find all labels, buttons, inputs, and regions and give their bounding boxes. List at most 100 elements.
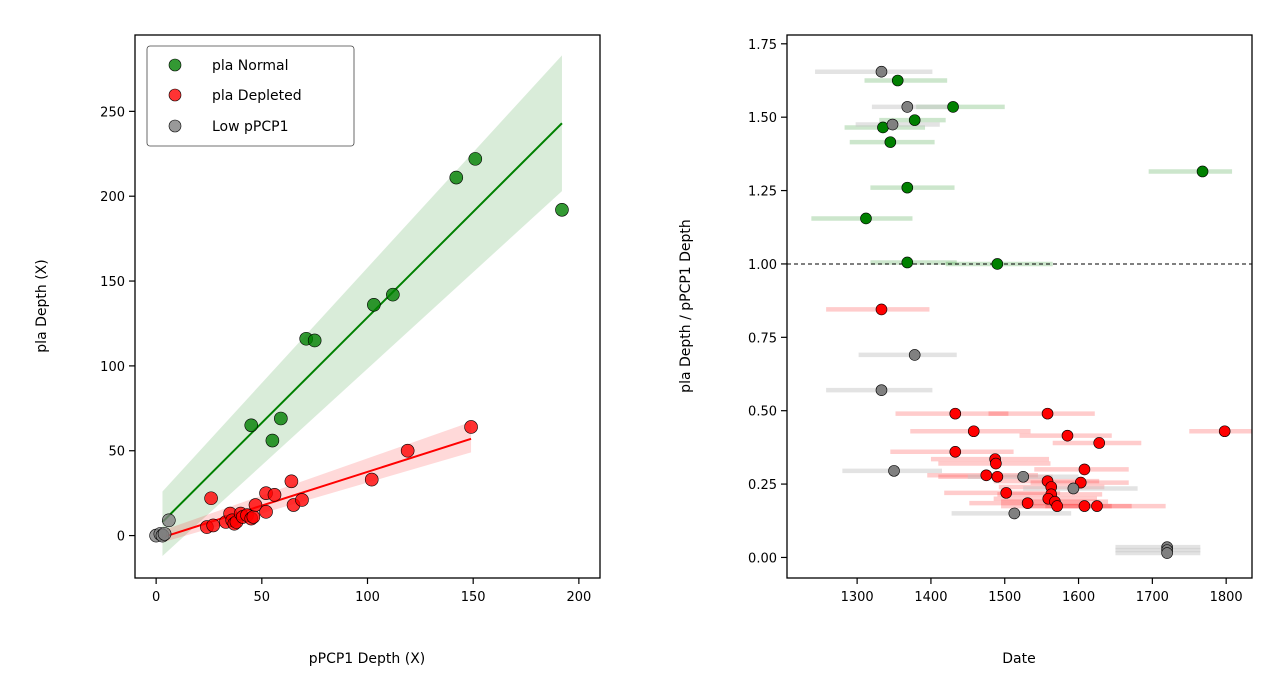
point-pla-depleted: [204, 491, 218, 506]
y-tick-label: 0: [117, 530, 125, 545]
depth-scatter-panel: 0 50 100 150 200 0 50 100 150 200 250 pPCP1 Depth…: [34, 34, 601, 667]
y-tick-label: 250: [100, 105, 125, 120]
x-tick-label: 200: [566, 590, 591, 605]
point-pla-normal: [901, 256, 914, 269]
legend-label-low-ppcp1: Low pPCP1: [212, 119, 288, 135]
y-tick-label: 0.25: [748, 478, 777, 493]
point-pla-depleted: [267, 488, 282, 502]
point-low-ppcp1: [1161, 547, 1173, 559]
point-pla-normal: [891, 74, 904, 87]
x-tick-label: 150: [461, 590, 486, 605]
point-pla-normal: [991, 258, 1004, 270]
point-pla-depleted: [1041, 407, 1054, 420]
x-tick-label: 50: [254, 590, 271, 605]
x-tick-label: 1400: [914, 590, 947, 605]
point-pla-normal: [555, 202, 569, 217]
legend-label-pla-depleted: pla Depleted: [212, 88, 302, 104]
y-tick-label: 100: [100, 360, 125, 375]
point-pla-depleted: [990, 457, 1002, 470]
y-tick-label: 1.00: [748, 258, 777, 273]
point-pla-depleted: [967, 425, 980, 438]
point-pla-depleted: [1091, 500, 1103, 512]
y-tick-label: 1.50: [748, 111, 777, 126]
point-pla-depleted: [1061, 429, 1074, 442]
point-pla-normal: [244, 418, 259, 433]
point-low-ppcp1: [1017, 470, 1029, 483]
point-low-ppcp1: [162, 513, 176, 528]
x-tick-label: 1800: [1210, 590, 1243, 605]
x-axis-label: pPCP1 Depth (X): [309, 651, 426, 667]
point-pla-normal: [367, 298, 381, 312]
legend: pla Normal pla Depleted Low pPCP1: [146, 45, 355, 147]
point-low-ppcp1: [875, 384, 888, 396]
y-axis-ticks: 0 50 100 150 200 250: [100, 105, 135, 545]
legend-marker-pla-depleted: [168, 88, 182, 102]
point-pla-normal: [877, 121, 889, 134]
point-pla-normal: [908, 114, 921, 126]
point-pla-depleted: [248, 498, 263, 512]
point-pla-depleted: [284, 474, 299, 489]
point-low-ppcp1: [875, 65, 888, 78]
legend-marker-low-ppcp1: [168, 119, 182, 133]
y-axis-label: pla Depth (X): [34, 259, 50, 352]
point-pla-normal: [265, 433, 280, 448]
point-pla-normal: [947, 101, 959, 113]
legend-label-pla-normal: pla Normal: [212, 58, 288, 74]
point-pla-normal: [307, 333, 322, 348]
point-pla-depleted: [400, 443, 415, 458]
point-low-ppcp1: [908, 349, 921, 361]
point-low-ppcp1: [1067, 482, 1080, 495]
point-pla-depleted: [1000, 487, 1013, 499]
point-pla-normal: [884, 136, 897, 148]
point-pla-normal: [274, 411, 288, 426]
y-tick-label: 50: [108, 445, 125, 460]
x-tick-label: 0: [152, 590, 160, 605]
point-pla-depleted: [1093, 437, 1106, 449]
ratio-by-date-panel: 1300 1400 1500 1600 1700 1800 0.00 0.25 0.50 0.7…: [678, 34, 1253, 667]
y-axis-ticks: 0.00 0.25 0.50 0.75 1.00 1.25 1.50 1.75: [748, 38, 787, 566]
plot-frame: [786, 34, 1253, 579]
point-pla-depleted: [1021, 497, 1034, 509]
point-pla-depleted: [206, 518, 221, 533]
point-pla-depleted: [295, 493, 309, 507]
x-tick-label: 1600: [1062, 590, 1095, 605]
y-tick-label: 1.25: [748, 185, 777, 200]
x-tick-label: 100: [355, 590, 380, 605]
y-tick-label: 150: [100, 275, 125, 290]
y-axis-label: pla Depth / pPCP1 Depth: [678, 219, 694, 393]
point-pla-depleted: [464, 420, 478, 434]
point-pla-depleted: [949, 445, 962, 458]
point-low-ppcp1: [1008, 507, 1021, 520]
point-pla-depleted: [1078, 463, 1091, 476]
point-pla-depleted: [1218, 425, 1231, 438]
point-pla-normal: [1196, 165, 1209, 178]
point-pla-depleted: [1051, 500, 1063, 512]
point-pla-depleted: [875, 303, 888, 316]
x-tick-label: 1500: [988, 590, 1021, 605]
x-tick-label: 1700: [1136, 590, 1169, 605]
point-pla-normal: [901, 181, 914, 194]
x-axis-ticks: 0 50 100 150 200: [152, 578, 591, 605]
point-pla-depleted: [1078, 500, 1091, 512]
data-points: [149, 152, 569, 543]
point-low-ppcp1: [888, 465, 900, 477]
point-pla-depleted: [949, 407, 962, 420]
y-tick-label: 0.75: [748, 331, 777, 346]
y-tick-label: 200: [100, 190, 125, 205]
point-pla-normal: [386, 287, 400, 302]
data-points: [860, 65, 1231, 559]
point-pla-depleted: [980, 469, 993, 482]
point-pla-depleted: [364, 472, 379, 487]
fit-line-pla-normal: [161, 122, 563, 523]
point-low-ppcp1: [886, 118, 899, 131]
point-pla-normal: [860, 212, 872, 225]
point-low-ppcp1: [157, 527, 172, 541]
x-axis-label: Date: [1002, 651, 1035, 667]
point-pla-depleted: [991, 470, 1004, 483]
y-tick-label: 0.00: [748, 551, 777, 566]
point-pla-depleted: [246, 510, 261, 524]
point-pla-depleted: [259, 505, 273, 519]
x-tick-label: 1300: [841, 590, 874, 605]
point-low-ppcp1: [901, 101, 914, 113]
